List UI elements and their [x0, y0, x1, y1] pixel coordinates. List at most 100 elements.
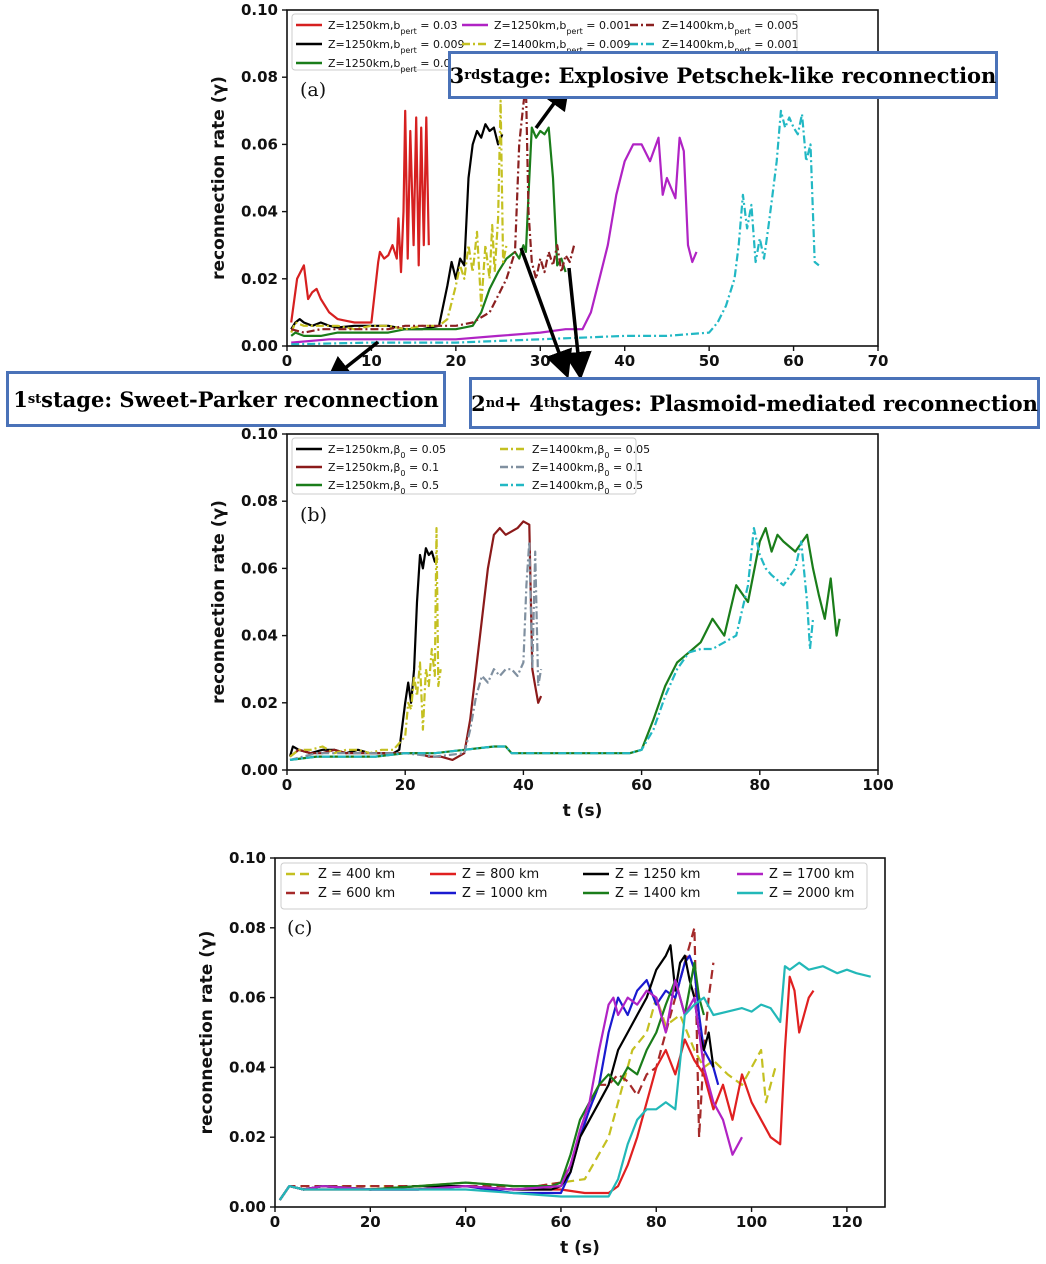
axes-frame [286, 9, 879, 347]
series-line-3 [290, 126, 567, 337]
x-tick-label: 0 [282, 776, 292, 794]
x-tick-label: 0 [282, 352, 292, 370]
axes-frame [286, 433, 879, 771]
legend-label: Z=1250km,β0 = 0.05 [328, 443, 446, 460]
legend-label: Z=1400km,β0 = 0.5 [532, 479, 643, 496]
annotation-stage24-text: stages: Plasmoid-mediated reconnection [559, 390, 1038, 416]
series-line-1 [290, 109, 430, 324]
y-tick-label: 0.00 [241, 761, 278, 779]
x-tick-label: 120 [831, 1213, 862, 1231]
legend-label: Z = 600 km [318, 886, 395, 901]
y-tick-label: 0.08 [241, 492, 278, 510]
annotation-stage3-sup: rd [464, 67, 481, 83]
y-tick-label: 0.04 [241, 203, 278, 221]
y-tick-label: 0.02 [241, 694, 278, 712]
plot-area [290, 82, 820, 346]
legend-label: Z = 1400 km [615, 886, 700, 901]
y-tick-label: 0.08 [229, 919, 266, 937]
x-axis-label: t (s) [563, 801, 603, 821]
panel-label: (b) [300, 504, 327, 526]
annotation-arrows [324, 81, 592, 385]
legend-label: Z=1400km,bpert = 0.009 [494, 38, 630, 55]
legend-label: Z=1250km,bpert = 0.005 [328, 57, 464, 74]
series-line-2 [278, 926, 715, 1201]
legend-label: Z=1250km,β0 = 0.1 [328, 461, 439, 478]
annotation-stage1-sup: st [27, 391, 42, 407]
legend-label: Z = 400 km [318, 867, 395, 882]
legend-label: Z=1400km,bpert = 0.005 [662, 19, 798, 36]
series-line-2 [289, 520, 543, 762]
x-tick-label: 60 [551, 1213, 572, 1231]
y-tick-label: 0.10 [241, 425, 278, 443]
y-tick-label: 0.08 [241, 68, 278, 86]
x-tick-label: 70 [868, 352, 889, 370]
legend-label: Z = 1000 km [462, 886, 547, 901]
series-line-4 [289, 526, 442, 758]
y-axis-label: reconnection rate (γ) [209, 500, 229, 704]
x-tick-label: 30 [530, 352, 551, 370]
y-tick-label: 0.06 [241, 559, 278, 577]
annotation-stage24-num: 2 [471, 390, 486, 416]
chart-panel-3: 0 20 40 60 80 100 120 0.00 0.02 0.04 0.06 0.08 0.10 r… [197, 849, 886, 1258]
series-line-2 [290, 123, 504, 331]
annotation-stage3-num: 3 [449, 62, 465, 88]
legend-box [291, 437, 637, 495]
x-tick-label: 10 [361, 352, 382, 370]
y-tick-label: 0.00 [229, 1198, 266, 1216]
x-axis-label: t (s) [560, 1238, 600, 1258]
legend-label: Z=1400km,β0 = 0.05 [532, 443, 650, 460]
legend-label: Z=1250km,bpert = 0.001 [494, 19, 630, 36]
panel-label: (a) [300, 79, 326, 101]
x-tick-label: 100 [736, 1213, 767, 1231]
legend-label: Z = 1250 km [615, 867, 700, 882]
legend-label: Z = 1700 km [769, 867, 854, 882]
y-tick-label: 0.06 [241, 135, 278, 153]
y-tick-label: 0.06 [229, 989, 266, 1007]
x-tick-label: 60 [783, 352, 804, 370]
y-tick-label: 0.10 [229, 849, 266, 867]
series-line-1 [288, 547, 439, 757]
y-tick-label: 0.10 [241, 1, 278, 19]
panel-label: (c) [287, 917, 312, 939]
annotation-stage24-sup: nd [485, 395, 505, 411]
x-tick-label: 20 [395, 776, 416, 794]
series-line-7 [291, 109, 820, 346]
x-tick-label: 80 [646, 1213, 667, 1231]
legend-label: Z = 800 km [462, 867, 539, 882]
x-tick-label: 100 [862, 776, 893, 794]
x-tick-label: 80 [749, 776, 770, 794]
legend-label: Z=1250km,bpert = 0.009 [328, 38, 464, 55]
series-line-3 [289, 526, 841, 761]
x-tick-label: 20 [360, 1213, 381, 1231]
annotation-stage24-mid: + 4 [504, 390, 544, 416]
series-line-4 [291, 136, 698, 344]
x-tick-label: 40 [513, 776, 534, 794]
series-line-1 [278, 996, 777, 1201]
arrow-stage24-a [519, 247, 572, 379]
x-tick-label: 20 [445, 352, 466, 370]
series-line-6 [290, 82, 576, 334]
annotation-stage1-text: stage: Sweet-Parker reconnection [41, 386, 439, 412]
legend-label: Z = 2000 km [769, 886, 854, 901]
legend-label: Z=1250km,bpert = 0.03 [328, 19, 457, 36]
y-tick-label: 0.02 [241, 270, 278, 288]
plot-area [288, 520, 841, 762]
annotation-stage1-num: 1 [13, 386, 28, 412]
series-line-7 [278, 978, 743, 1201]
x-tick-label: 0 [270, 1213, 280, 1231]
axes-frame [274, 857, 886, 1208]
series-line-8 [278, 961, 871, 1201]
chart-panel-2: 0 20 40 60 80 100 0.00 0.02 0.04 0.06 0.08 0.10 reco… [209, 425, 894, 821]
plot-area [278, 926, 871, 1201]
series-line-5 [289, 540, 543, 761]
y-tick-label: 0.02 [229, 1128, 266, 1146]
x-tick-label: 40 [614, 352, 635, 370]
y-tick-label: 0.00 [241, 337, 278, 355]
legend-label: Z=1400km,bpert = 0.001 [662, 38, 798, 55]
legend-box [280, 862, 868, 910]
annotation-stage3-text: stage: Explosive Petschek-like reconnect… [480, 62, 997, 88]
y-axis-label: reconnection rate (γ) [209, 76, 229, 280]
